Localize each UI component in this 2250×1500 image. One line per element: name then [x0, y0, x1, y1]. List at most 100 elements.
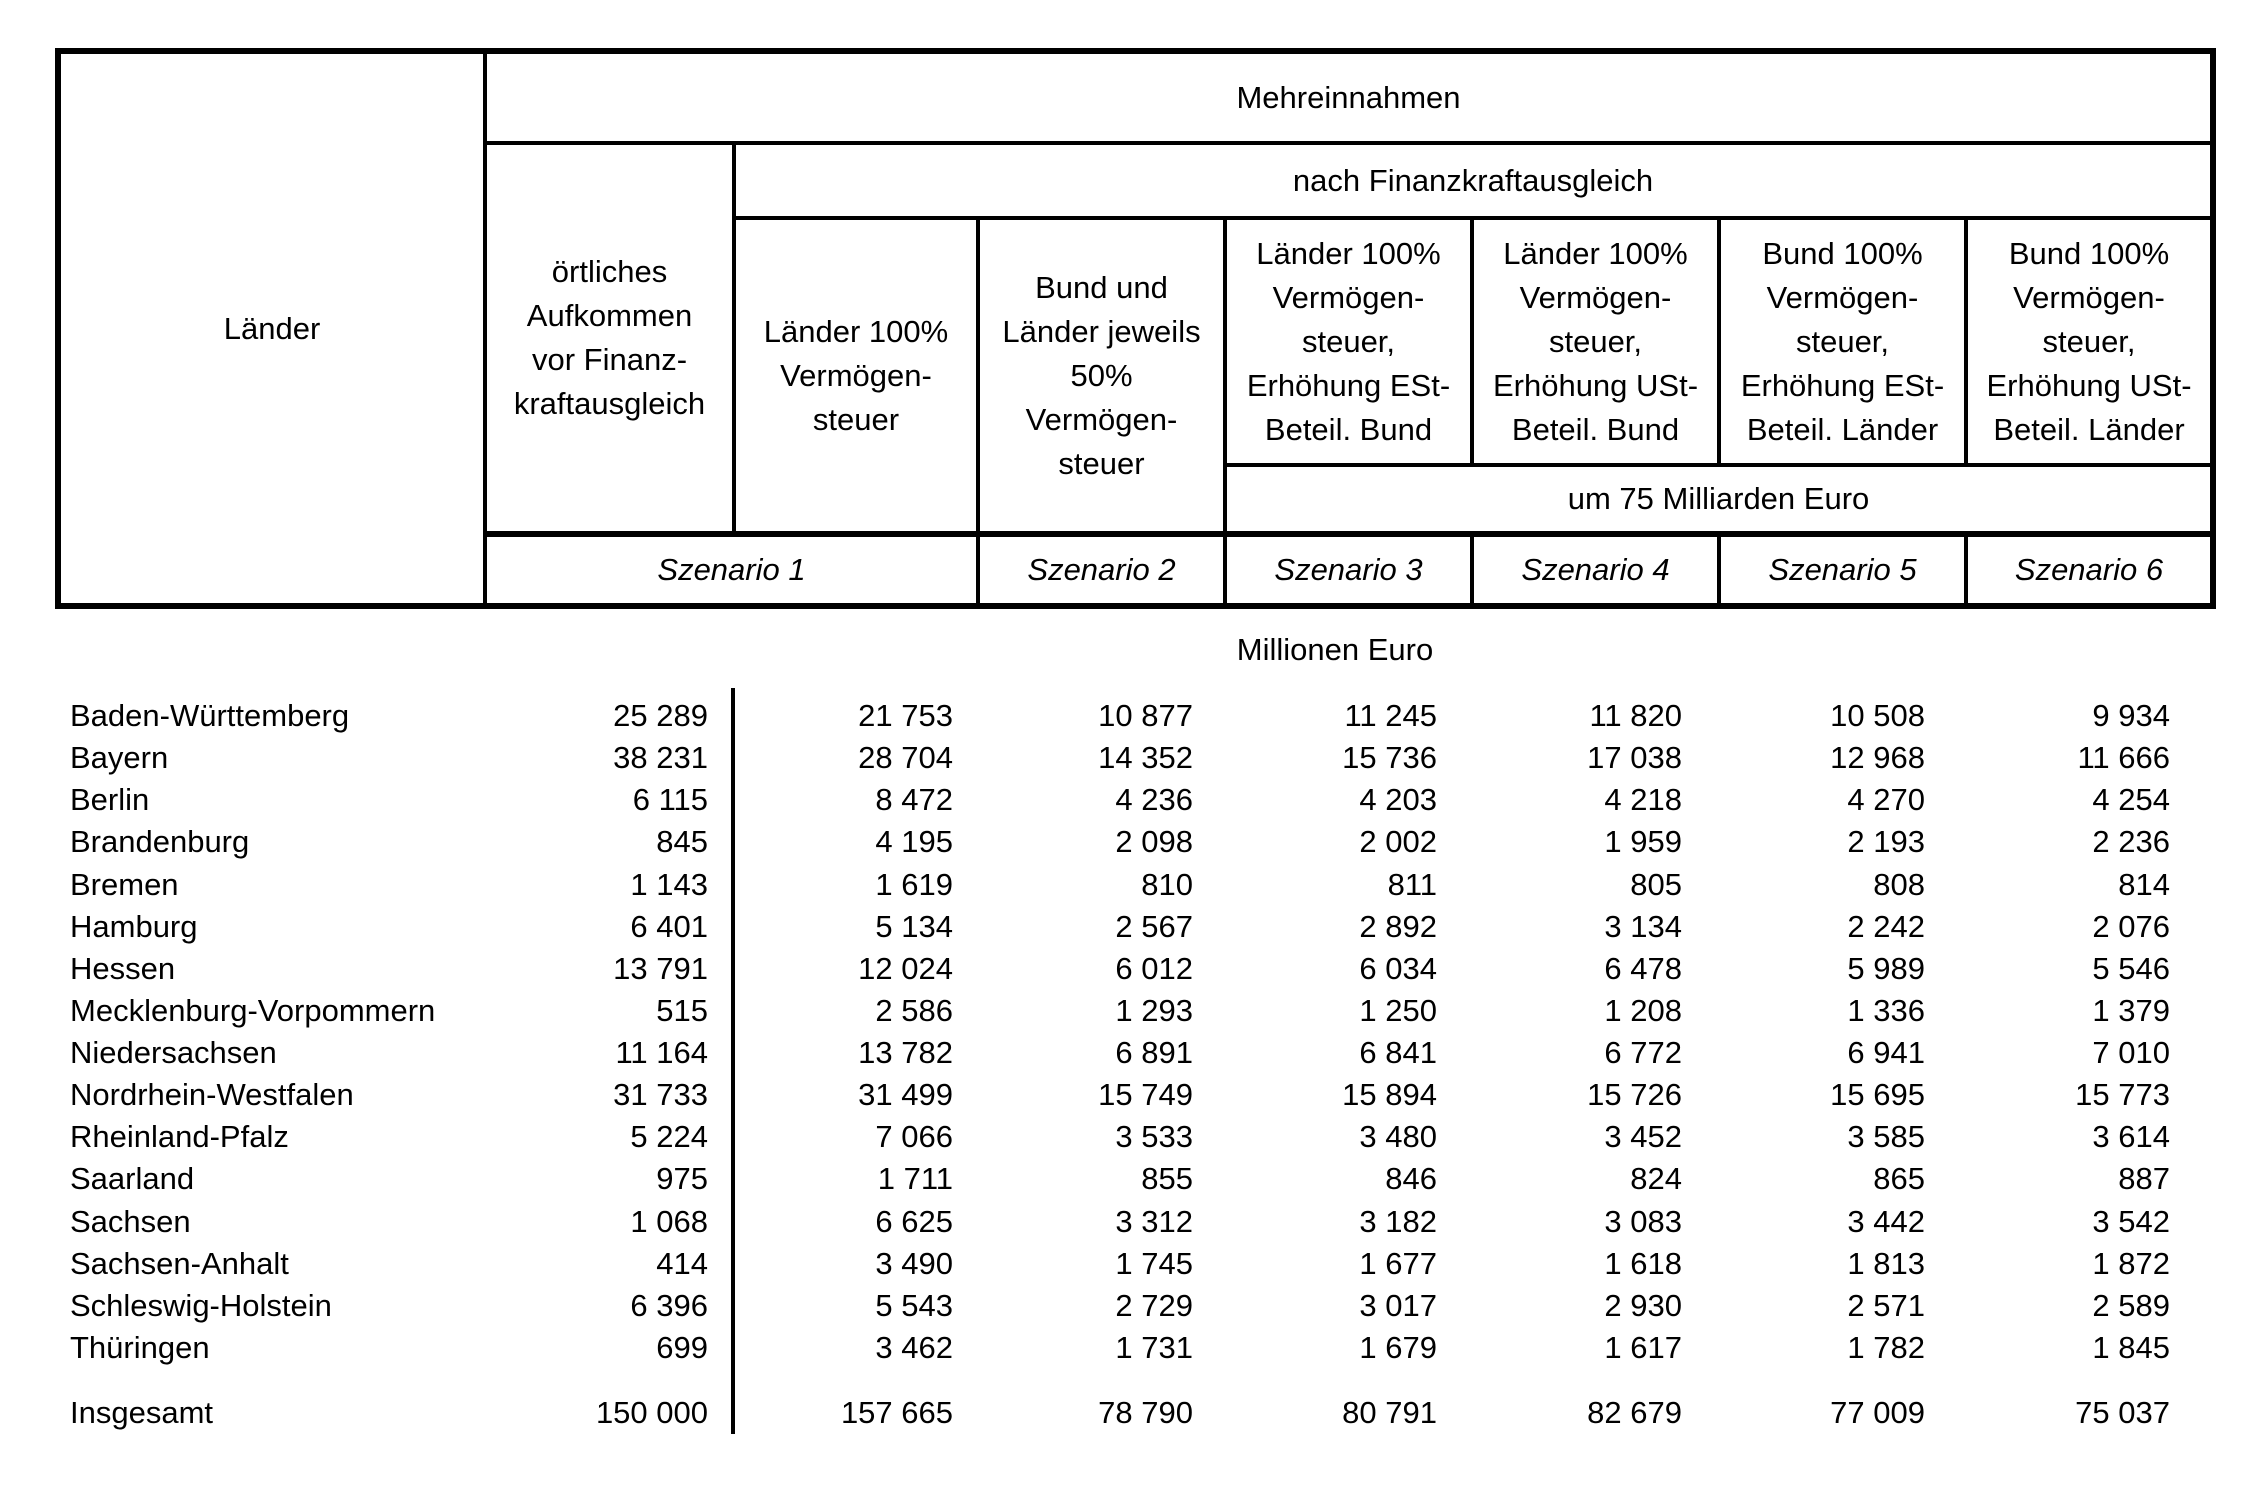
- value-oertliches-aufkommen: 150 000: [595, 1395, 708, 1430]
- value-szenario-2: 1 731: [1115, 1330, 1193, 1365]
- state-name: Berlin: [70, 782, 150, 817]
- header-cell-scenario-4: Länder 100% Vermögen- steuer, Erhöhung U…: [1470, 216, 1721, 467]
- state-name: Hamburg: [70, 909, 198, 944]
- value-szenario-1: 1 619: [875, 867, 953, 902]
- value-szenario-3: 3 480: [1359, 1119, 1437, 1154]
- value-szenario-6: 1 872: [2092, 1246, 2170, 1281]
- value-szenario-4: 6 772: [1604, 1035, 1682, 1070]
- state-name: Niedersachsen: [70, 1035, 277, 1070]
- value-szenario-2: 3 312: [1115, 1204, 1193, 1239]
- value-szenario-1: 1 711: [877, 1161, 953, 1196]
- value-szenario-1: 13 782: [858, 1035, 953, 1070]
- value-szenario-3: 1 679: [1359, 1330, 1437, 1365]
- value-oertliches-aufkommen: 975: [656, 1161, 708, 1196]
- header-cell-scenario-6: Bund 100% Vermögen- steuer, Erhöhung USt…: [1964, 216, 2215, 467]
- value-szenario-5: 4 270: [1847, 782, 1925, 817]
- state-name: Mecklenburg-Vorpommern: [70, 993, 436, 1028]
- value-szenario-5: 3 585: [1847, 1119, 1925, 1154]
- value-szenario-2: 6 891: [1115, 1035, 1193, 1070]
- header-cell-scenario-2: Bund und Länder jeweils 50% Vermögen- st…: [976, 216, 1227, 536]
- value-szenario-3: 3 017: [1359, 1288, 1437, 1323]
- value-szenario-1: 3 462: [875, 1330, 953, 1365]
- value-szenario-4: 3 083: [1604, 1204, 1682, 1239]
- state-name: Schleswig-Holstein: [70, 1288, 332, 1323]
- value-szenario-2: 3 533: [1115, 1119, 1193, 1154]
- value-oertliches-aufkommen: 11 164: [615, 1035, 708, 1070]
- value-szenario-1: 157 665: [840, 1395, 953, 1430]
- table-row: Schleswig-Holstein 6 396 5 543 2 729 3 0…: [0, 1285, 2250, 1327]
- value-szenario-1: 21 753: [858, 698, 953, 733]
- value-szenario-2: 4 236: [1115, 782, 1193, 817]
- value-szenario-4: 2 930: [1604, 1288, 1682, 1323]
- value-szenario-6: 814: [2118, 867, 2170, 902]
- value-szenario-3: 1 250: [1359, 993, 1437, 1028]
- header-cell-oertliches-aufkommen: örtliches Aufkommen vor Finanz- kraftaus…: [483, 141, 736, 536]
- value-oertliches-aufkommen: 38 231: [613, 740, 708, 775]
- table-row: Rheinland-Pfalz 5 224 7 066 3 533 3 480 …: [0, 1116, 2250, 1158]
- state-name: Hessen: [70, 951, 176, 986]
- value-szenario-3: 1 677: [1359, 1246, 1437, 1281]
- value-szenario-6: 1 379: [2092, 993, 2170, 1028]
- column-divider-rule: [731, 688, 735, 1434]
- value-szenario-6: 4 254: [2092, 782, 2170, 817]
- table-row: Bremen 1 143 1 619 810 811 805 808 814: [0, 864, 2250, 906]
- value-szenario-2: 2 098: [1115, 824, 1193, 859]
- value-szenario-4: 3 452: [1604, 1119, 1682, 1154]
- state-name: Rheinland-Pfalz: [70, 1119, 289, 1154]
- szenario-label-3: Szenario 3: [1223, 531, 1474, 608]
- table-row: Brandenburg 845 4 195 2 098 2 002 1 959 …: [0, 821, 2250, 863]
- state-name: Baden-Württemberg: [70, 698, 350, 733]
- value-oertliches-aufkommen: 6 396: [630, 1288, 708, 1323]
- table-row-total: Insgesamt 150 000 157 665 78 790 80 791 …: [0, 1392, 2250, 1434]
- value-szenario-1: 4 195: [875, 824, 953, 859]
- value-szenario-4: 17 038: [1587, 740, 1682, 775]
- value-szenario-5: 2 571: [1847, 1288, 1925, 1323]
- value-szenario-3: 811: [1387, 867, 1437, 902]
- table-row: Sachsen 1 068 6 625 3 312 3 182 3 083 3 …: [0, 1201, 2250, 1243]
- value-szenario-5: 865: [1873, 1161, 1925, 1196]
- value-szenario-5: 5 989: [1847, 951, 1925, 986]
- value-szenario-1: 6 625: [875, 1204, 953, 1239]
- value-szenario-6: 15 773: [2075, 1077, 2170, 1112]
- value-szenario-1: 12 024: [858, 951, 953, 986]
- value-szenario-6: 11 666: [2077, 740, 2170, 775]
- value-oertliches-aufkommen: 845: [656, 824, 708, 859]
- szenario-label-4: Szenario 4: [1470, 531, 1721, 608]
- value-szenario-6: 2 076: [2092, 909, 2170, 944]
- value-szenario-2: 1 293: [1115, 993, 1193, 1028]
- value-oertliches-aufkommen: 6 115: [632, 782, 708, 817]
- value-szenario-1: 7 066: [875, 1119, 953, 1154]
- value-szenario-3: 846: [1385, 1161, 1437, 1196]
- value-szenario-5: 2 193: [1847, 824, 1925, 859]
- header-cell-scenario-3: Länder 100% Vermögen- steuer, Erhöhung E…: [1223, 216, 1474, 467]
- value-szenario-5: 10 508: [1830, 698, 1925, 733]
- value-szenario-1: 5 134: [875, 909, 953, 944]
- value-szenario-5: 6 941: [1847, 1035, 1925, 1070]
- table-row: Saarland 975 1 711 855 846 824 865 887: [0, 1158, 2250, 1200]
- value-szenario-3: 2 002: [1359, 824, 1437, 859]
- value-szenario-4: 1 208: [1604, 993, 1682, 1028]
- state-name: Thüringen: [70, 1330, 210, 1365]
- value-szenario-1: 2 586: [875, 993, 953, 1028]
- value-oertliches-aufkommen: 6 401: [630, 909, 708, 944]
- value-szenario-3: 6 034: [1359, 951, 1437, 986]
- value-szenario-2: 14 352: [1098, 740, 1193, 775]
- state-name: Sachsen-Anhalt: [70, 1246, 289, 1281]
- value-szenario-5: 15 695: [1830, 1077, 1925, 1112]
- value-szenario-3: 11 245: [1344, 698, 1437, 733]
- value-szenario-3: 15 736: [1342, 740, 1437, 775]
- state-name: Nordrhein-Westfalen: [70, 1077, 354, 1112]
- value-szenario-1: 8 472: [875, 782, 953, 817]
- table-row: Thüringen 699 3 462 1 731 1 679 1 617 1 …: [0, 1327, 2250, 1369]
- value-szenario-1: 28 704: [858, 740, 953, 775]
- table-row: Niedersachsen 11 164 13 782 6 891 6 841 …: [0, 1032, 2250, 1074]
- state-name: Bayern: [70, 740, 169, 775]
- state-name: Brandenburg: [70, 824, 250, 859]
- value-szenario-5: 1 813: [1847, 1246, 1925, 1281]
- table-row: Sachsen-Anhalt 414 3 490 1 745 1 677 1 6…: [0, 1243, 2250, 1285]
- value-szenario-4: 1 959: [1604, 824, 1682, 859]
- value-szenario-3: 2 892: [1359, 909, 1437, 944]
- value-szenario-4: 1 618: [1604, 1246, 1682, 1281]
- value-oertliches-aufkommen: 31 733: [613, 1077, 708, 1112]
- value-szenario-2: 6 012: [1115, 951, 1193, 986]
